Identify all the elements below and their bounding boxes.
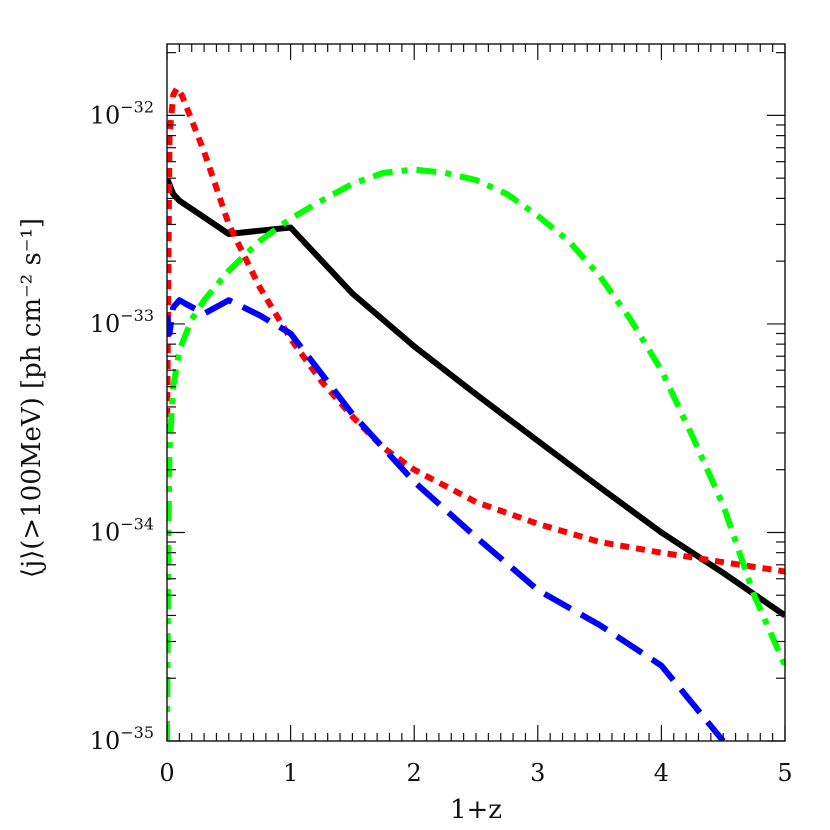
tick-layer <box>166 44 786 742</box>
y-tick-label: 10−34 <box>90 514 154 546</box>
series-line-4 <box>167 166 785 741</box>
series-line-3 <box>167 297 726 741</box>
series-layer <box>167 85 785 741</box>
x-tick-label: 1 <box>283 759 298 787</box>
x-axis-label: 1+z <box>450 795 502 825</box>
y-tick-label: 10−33 <box>90 306 154 338</box>
series-line-1 <box>167 177 785 618</box>
x-tick-label: 4 <box>654 759 669 787</box>
x-tick-label: 3 <box>530 759 545 787</box>
y-tick-label: 10−35 <box>90 723 154 755</box>
x-tick-label: 5 <box>777 759 792 787</box>
x-tick-label: 0 <box>159 759 174 787</box>
series-line-2 <box>167 85 785 575</box>
y-axis-label: ⟨j⟩(>100MeV) [ph cm⁻² s⁻¹] <box>17 218 47 578</box>
x-tick-label: 2 <box>407 759 422 787</box>
y-tick-label: 10−32 <box>90 97 154 129</box>
tick-label-layer: 0 1 2 3 4 5 10−32 10−33 10−34 10−35 <box>90 97 793 787</box>
